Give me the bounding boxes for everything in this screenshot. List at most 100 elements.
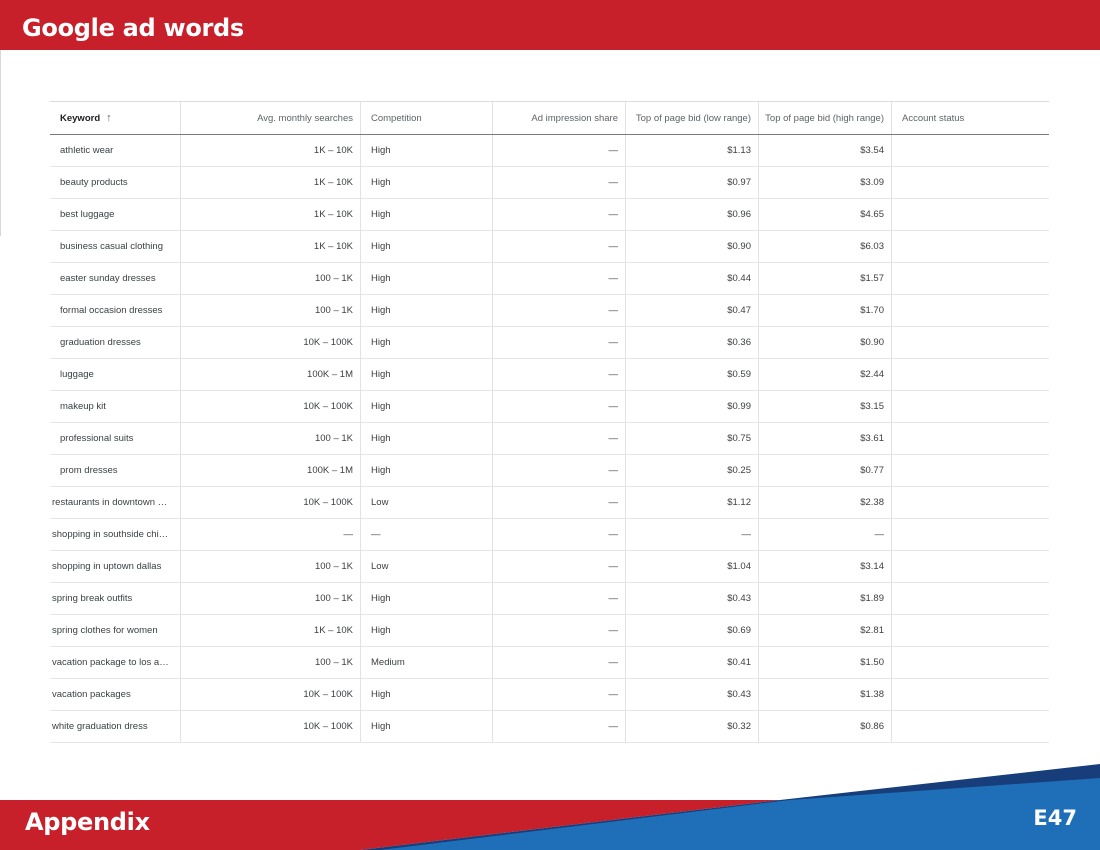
table-row[interactable]: shopping in uptown dallas 100 – 1K Low — $1.… (50, 551, 1049, 583)
competition-cell: High (361, 135, 493, 166)
table-row[interactable]: formal occasion dresses 100 – 1K High — $0.4… (50, 295, 1049, 327)
slide-footer: Appendix E47 (0, 760, 1100, 850)
keyword-cell[interactable]: white graduation dress (50, 711, 181, 742)
keyword-cell[interactable]: graduation dresses (50, 327, 181, 358)
avg-searches-cell: 1K – 10K (181, 615, 361, 646)
competition-cell: High (361, 455, 493, 486)
impression-share-cell: — (493, 295, 626, 326)
table-row[interactable]: white graduation dress 10K – 100K High — $0.… (50, 711, 1049, 743)
competition-cell: High (361, 167, 493, 198)
table-row[interactable]: spring break outfits 100 – 1K High — $0.43 $1… (50, 583, 1049, 615)
bid-high-cell: $3.61 (759, 423, 892, 454)
bid-low-cell: $0.69 (626, 615, 759, 646)
keyword-cell[interactable]: professional suits (50, 423, 181, 454)
column-header-bid-low[interactable]: Top of page bid (low range) (626, 102, 759, 134)
bid-high-cell: $1.57 (759, 263, 892, 294)
bid-high-cell: $4.65 (759, 199, 892, 230)
avg-searches-cell: 100 – 1K (181, 423, 361, 454)
table-row[interactable]: easter sunday dresses 100 – 1K High — $0.44 $… (50, 263, 1049, 295)
account-status-cell (892, 327, 1049, 358)
table-row[interactable]: business casual clothing 1K – 10K High — $0.… (50, 231, 1049, 263)
keyword-cell[interactable]: best luggage (50, 199, 181, 230)
column-header-ad-impression-share[interactable]: Ad impression share (493, 102, 626, 134)
table-row[interactable]: professional suits 100 – 1K High — $0.75 $3.6… (50, 423, 1049, 455)
competition-cell: High (361, 391, 493, 422)
account-status-cell (892, 487, 1049, 518)
table-row[interactable]: graduation dresses 10K – 100K High — $0.36 $0… (50, 327, 1049, 359)
bid-high-cell: $1.89 (759, 583, 892, 614)
avg-searches-cell: 10K – 100K (181, 487, 361, 518)
column-header-avg-monthly-searches[interactable]: Avg. monthly searches (181, 102, 361, 134)
keyword-cell[interactable]: prom dresses (50, 455, 181, 486)
bid-low-cell: $0.47 (626, 295, 759, 326)
table-row[interactable]: vacation package to los a… 100 – 1K Medium… (50, 647, 1049, 679)
table-row[interactable]: luggage 100K – 1M High — $0.59 $2.44 (50, 359, 1049, 391)
table-body: athletic wear 1K – 10K High — $1.13 $3.54 beau… (50, 135, 1049, 743)
impression-share-cell: — (493, 551, 626, 582)
impression-share-cell: — (493, 391, 626, 422)
table-row[interactable]: makeup kit 10K – 100K High — $0.99 $3.15 (50, 391, 1049, 423)
keyword-cell[interactable]: shopping in uptown dallas (50, 551, 181, 582)
account-status-cell (892, 615, 1049, 646)
account-status-cell (892, 647, 1049, 678)
keyword-cell[interactable]: business casual clothing (50, 231, 181, 262)
keyword-cell[interactable]: makeup kit (50, 391, 181, 422)
avg-searches-cell: 1K – 10K (181, 199, 361, 230)
table-row[interactable]: best luggage 1K – 10K High — $0.96 $4.65 (50, 199, 1049, 231)
table-row[interactable]: athletic wear 1K – 10K High — $1.13 $3.54 (50, 135, 1049, 167)
avg-searches-cell: 100 – 1K (181, 647, 361, 678)
table-row[interactable]: shopping in southside chi… — — — — — (50, 519, 1049, 551)
avg-searches-cell: 100 – 1K (181, 295, 361, 326)
bid-high-cell: $2.81 (759, 615, 892, 646)
avg-searches-cell: 1K – 10K (181, 231, 361, 262)
bid-high-cell: $1.38 (759, 679, 892, 710)
competition-cell: — (361, 519, 493, 550)
bid-high-cell: $6.03 (759, 231, 892, 262)
impression-share-cell: — (493, 231, 626, 262)
avg-searches-cell: 100 – 1K (181, 263, 361, 294)
keyword-cell[interactable]: easter sunday dresses (50, 263, 181, 294)
competition-cell: High (361, 231, 493, 262)
column-header-account-status[interactable]: Account status (902, 112, 965, 124)
table-row[interactable]: vacation packages 10K – 100K High — $0.43 $1.… (50, 679, 1049, 711)
keyword-cell[interactable]: restaurants in downtown … (50, 487, 181, 518)
keyword-cell[interactable]: shopping in southside chi… (50, 519, 181, 550)
keyword-cell[interactable]: athletic wear (50, 135, 181, 166)
impression-share-cell: — (493, 583, 626, 614)
column-header-competition[interactable]: Competition (361, 102, 493, 134)
keyword-cell[interactable]: formal occasion dresses (50, 295, 181, 326)
competition-cell: High (361, 679, 493, 710)
avg-searches-cell: 10K – 100K (181, 327, 361, 358)
impression-share-cell: — (493, 487, 626, 518)
table-row[interactable]: restaurants in downtown … 10K – 100K Low — $… (50, 487, 1049, 519)
keyword-cell[interactable]: luggage (50, 359, 181, 390)
avg-searches-cell: 1K – 10K (181, 135, 361, 166)
keyword-cell[interactable]: vacation packages (50, 679, 181, 710)
keyword-cell[interactable]: spring break outfits (50, 583, 181, 614)
impression-share-cell: — (493, 647, 626, 678)
column-header-bid-high[interactable]: Top of page bid (high range) (759, 102, 892, 134)
impression-share-cell: — (493, 615, 626, 646)
bid-low-cell: $0.43 (626, 679, 759, 710)
column-header-keyword[interactable]: Keyword ↑ (50, 102, 181, 134)
page-number: E47 (1033, 806, 1077, 830)
competition-cell: High (361, 423, 493, 454)
footer-band-graphic (0, 764, 1100, 850)
table-row[interactable]: spring clothes for women 1K – 10K High — $0.… (50, 615, 1049, 647)
avg-searches-cell: 100 – 1K (181, 551, 361, 582)
keyword-cell[interactable]: beauty products (50, 167, 181, 198)
bid-high-cell: $3.15 (759, 391, 892, 422)
avg-searches-cell: 10K – 100K (181, 391, 361, 422)
table-row[interactable]: beauty products 1K – 10K High — $0.97 $3.09 (50, 167, 1049, 199)
arrow-up-icon[interactable]: ↑ (106, 112, 112, 124)
frame-divider (0, 50, 1, 236)
keyword-cell[interactable]: spring clothes for women (50, 615, 181, 646)
account-status-cell (892, 519, 1049, 550)
account-status-cell (892, 263, 1049, 294)
account-status-cell (892, 583, 1049, 614)
keyword-cell[interactable]: vacation package to los a… (50, 647, 181, 678)
impression-share-cell: — (493, 359, 626, 390)
table-row[interactable]: prom dresses 100K – 1M High — $0.25 $0.77 (50, 455, 1049, 487)
avg-searches-cell: 100K – 1M (181, 359, 361, 390)
bid-low-cell: — (626, 519, 759, 550)
